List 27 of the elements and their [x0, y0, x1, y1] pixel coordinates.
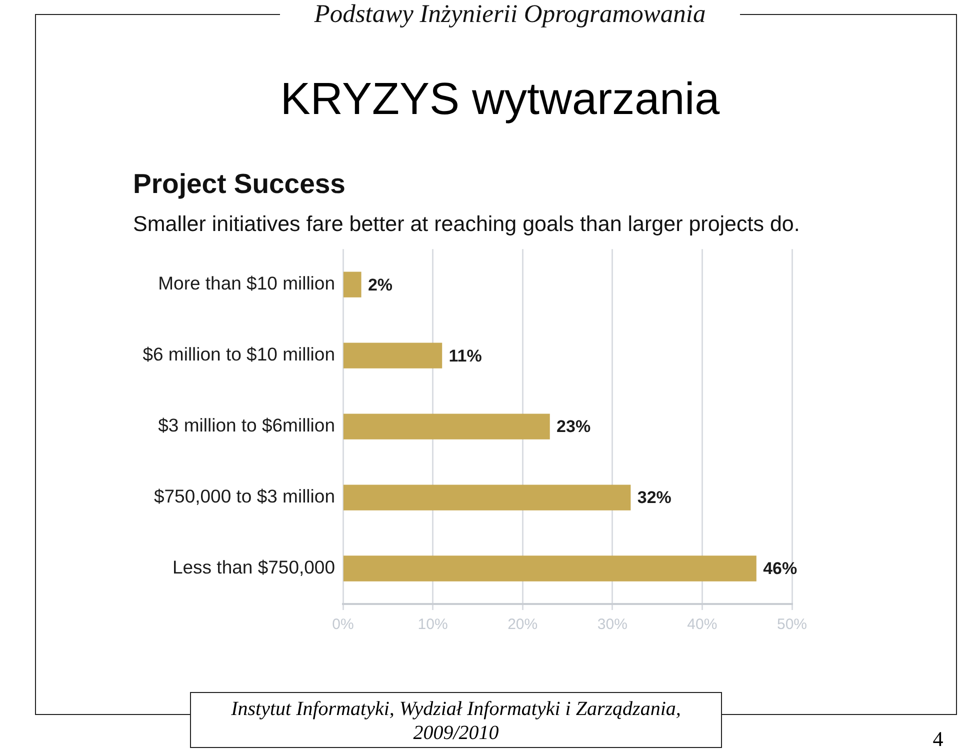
chart-subtitle: Smaller initiatives fare better at reaching goals than larger projects do.: [133, 211, 800, 238]
text: KRYZYS wytwarzania: [279, 72, 721, 126]
y-tick-label: More than $10 million: [158, 272, 335, 294]
bar: [343, 484, 631, 510]
y-tick-label: $750,000 to $3 million: [154, 486, 335, 507]
y-tick-label: $6 million to $10 million: [142, 344, 335, 365]
x-tick-label: 50%: [776, 616, 808, 634]
x-tick-label: 10%: [418, 616, 448, 634]
text: Instytut Informatyki, Wydział Informatyki i Zarządzania, 2009/2010: [190, 692, 722, 748]
data-label: 2%: [368, 275, 393, 294]
data-label: 46%: [763, 559, 798, 578]
bar: [343, 556, 756, 582]
text: Podstawy Inżynierii Oprogramowania: [280, 0, 740, 29]
bar: [343, 414, 550, 440]
x-tick-label: 20%: [508, 616, 538, 634]
x-tick-label: 0%: [332, 616, 354, 634]
data-label: 11%: [448, 346, 482, 366]
chart-title: Project Success: [133, 168, 346, 200]
data-label: 32%: [637, 488, 672, 508]
text: 4: [932, 726, 944, 752]
bar: [343, 272, 362, 298]
y-tick-label: Less than $750,000: [172, 556, 335, 578]
x-tick-label: 40%: [687, 616, 718, 634]
x-tick-label: 30%: [597, 616, 628, 634]
bar: [343, 342, 442, 368]
data-label: 23%: [556, 417, 591, 436]
y-tick-label: $3 million to $6million: [158, 414, 335, 436]
